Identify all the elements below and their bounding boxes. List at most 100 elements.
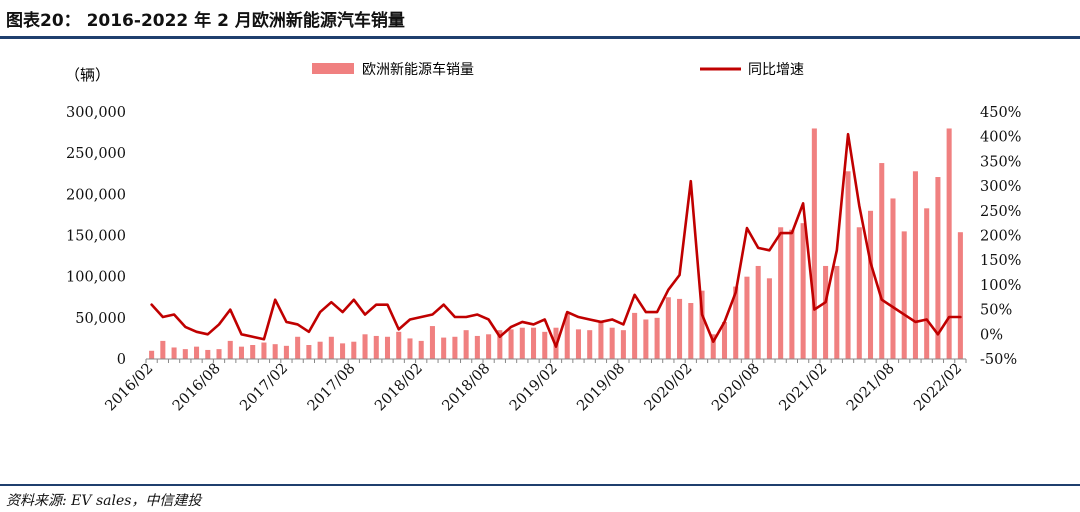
right-axis-tick-label: 300% xyxy=(980,179,1021,195)
left-axis-tick-label: 0 xyxy=(117,352,126,368)
yoy-growth-point xyxy=(397,328,400,331)
yoy-growth-point xyxy=(858,205,861,207)
sales-bar xyxy=(856,227,862,359)
sales-bar xyxy=(677,298,683,359)
sales-bar xyxy=(665,297,671,359)
sales-bar xyxy=(755,265,761,359)
source-note: 资料来源: EV sales，中信建投 xyxy=(6,493,202,509)
x-axis-tick-label: 2021/02 xyxy=(777,361,831,415)
sales-bar xyxy=(429,326,435,359)
sales-bar xyxy=(789,229,795,359)
sales-bar xyxy=(272,344,278,359)
sales-bar xyxy=(486,334,492,359)
yoy-growth-point xyxy=(251,335,254,338)
sales-bar xyxy=(957,232,963,359)
sales-bar xyxy=(598,321,604,359)
left-axis-tick-label: 150,000 xyxy=(66,229,126,245)
sales-bar xyxy=(474,335,480,359)
footer-divider xyxy=(0,484,1080,486)
sales-bar xyxy=(362,334,368,359)
legend-bar-swatch xyxy=(312,63,354,74)
legend-line-label: 同比增速 xyxy=(748,62,804,78)
yoy-growth-point xyxy=(353,298,355,301)
yoy-growth-point xyxy=(465,316,467,318)
left-axis-tick-label: 100,000 xyxy=(66,270,126,286)
yoy-growth-point xyxy=(701,313,703,316)
yoy-growth-point xyxy=(375,303,378,306)
sales-bar xyxy=(519,327,525,359)
figure-title: 图表20： 2016-2022 年 2 月欧洲新能源汽车销量 xyxy=(6,11,405,31)
sales-bar xyxy=(766,278,772,359)
right-axis-tick-label: 200% xyxy=(980,229,1021,245)
sales-bar xyxy=(575,329,581,359)
yoy-growth-point xyxy=(487,318,490,321)
sales-bar xyxy=(542,331,548,359)
sales-bar xyxy=(609,327,615,359)
left-axis-ticks: 0 50,000 100,000 150,000 200,000 250,000 300,0… xyxy=(66,105,126,368)
yoy-growth-point xyxy=(274,298,276,301)
right-axis-tick-label: 150% xyxy=(980,253,1021,269)
yoy-growth-point xyxy=(734,291,737,294)
sales-bar xyxy=(384,336,391,359)
yoy-growth-point xyxy=(622,323,625,326)
yoy-growth-point xyxy=(768,249,771,252)
ev-sales-chart: （辆） 欧洲新能源车销量 同比增速 0 50,000 100,000 150,000 2… xyxy=(65,61,1021,415)
right-axis-tick-label: 450% xyxy=(980,105,1021,121)
sales-bar xyxy=(620,330,626,359)
yoy-growth-point xyxy=(341,311,344,313)
legend: 欧洲新能源车销量 同比增速 xyxy=(312,61,804,78)
x-axis-ticks: 2016/02 2016/08 2017/02 2017/08 2018/02 2018/… xyxy=(103,359,967,415)
sales-bar xyxy=(317,341,323,359)
x-axis-tick-label: 2017/08 xyxy=(305,361,359,415)
sales-bar xyxy=(194,346,200,359)
yoy-growth-point xyxy=(948,316,950,318)
sales-bar xyxy=(373,335,379,359)
yoy-growth-point xyxy=(162,316,164,318)
yoy-growth-point xyxy=(723,321,726,323)
yoy-growth-point xyxy=(656,311,658,313)
x-axis-tick-label: 2019/08 xyxy=(574,361,628,415)
yoy-growth-point xyxy=(903,313,906,316)
yoy-growth-point xyxy=(454,316,456,318)
right-axis-tick-label: 0% xyxy=(980,327,1003,343)
left-axis-tick-label: 300,000 xyxy=(66,105,126,121)
yoy-growth-point xyxy=(791,232,793,234)
yoy-growth-point xyxy=(892,306,894,308)
sales-bar xyxy=(351,341,357,359)
yoy-growth-point xyxy=(869,261,872,264)
yoy-growth-point xyxy=(600,321,602,323)
sales-bar xyxy=(834,265,840,359)
yoy-growth-point xyxy=(420,316,423,318)
yoy-growth-point xyxy=(386,303,389,306)
yoy-growth-point xyxy=(218,323,220,326)
sales-bar xyxy=(587,330,593,359)
right-axis-tick-label: 350% xyxy=(980,154,1021,170)
yoy-growth-point xyxy=(263,338,265,341)
yoy-growth-point xyxy=(409,318,411,321)
yoy-growth-point xyxy=(937,333,939,336)
sales-bar xyxy=(632,312,638,359)
yoy-growth-point xyxy=(476,313,479,316)
yoy-growth-point xyxy=(802,202,804,205)
yoy-growth-line xyxy=(150,132,962,348)
yoy-growth-point xyxy=(611,318,613,321)
right-axis-tick-label: 250% xyxy=(980,204,1021,220)
sales-bar xyxy=(924,208,930,359)
sales-bar xyxy=(721,321,728,359)
yoy-growth-point xyxy=(296,323,299,326)
sales-bar xyxy=(912,171,918,359)
sales-bar xyxy=(733,286,739,359)
sales-bar xyxy=(149,350,155,359)
right-axis-tick-label: 400% xyxy=(980,130,1021,146)
left-axis-tick-label: 50,000 xyxy=(75,311,126,327)
yoy-growth-point xyxy=(543,318,546,321)
yoy-growth-point xyxy=(959,316,962,318)
sales-bar xyxy=(295,336,301,359)
sales-bar xyxy=(778,227,784,359)
yoy-growth-point xyxy=(779,232,782,234)
sales-bar xyxy=(306,345,312,359)
yoy-growth-point xyxy=(757,247,759,249)
yoy-growth-point xyxy=(150,303,153,306)
right-axis-ticks: -50% 0% 50% 100% 150% 200% 250% 300% 350% 400% 450… xyxy=(980,105,1021,368)
sales-bar xyxy=(441,337,447,359)
